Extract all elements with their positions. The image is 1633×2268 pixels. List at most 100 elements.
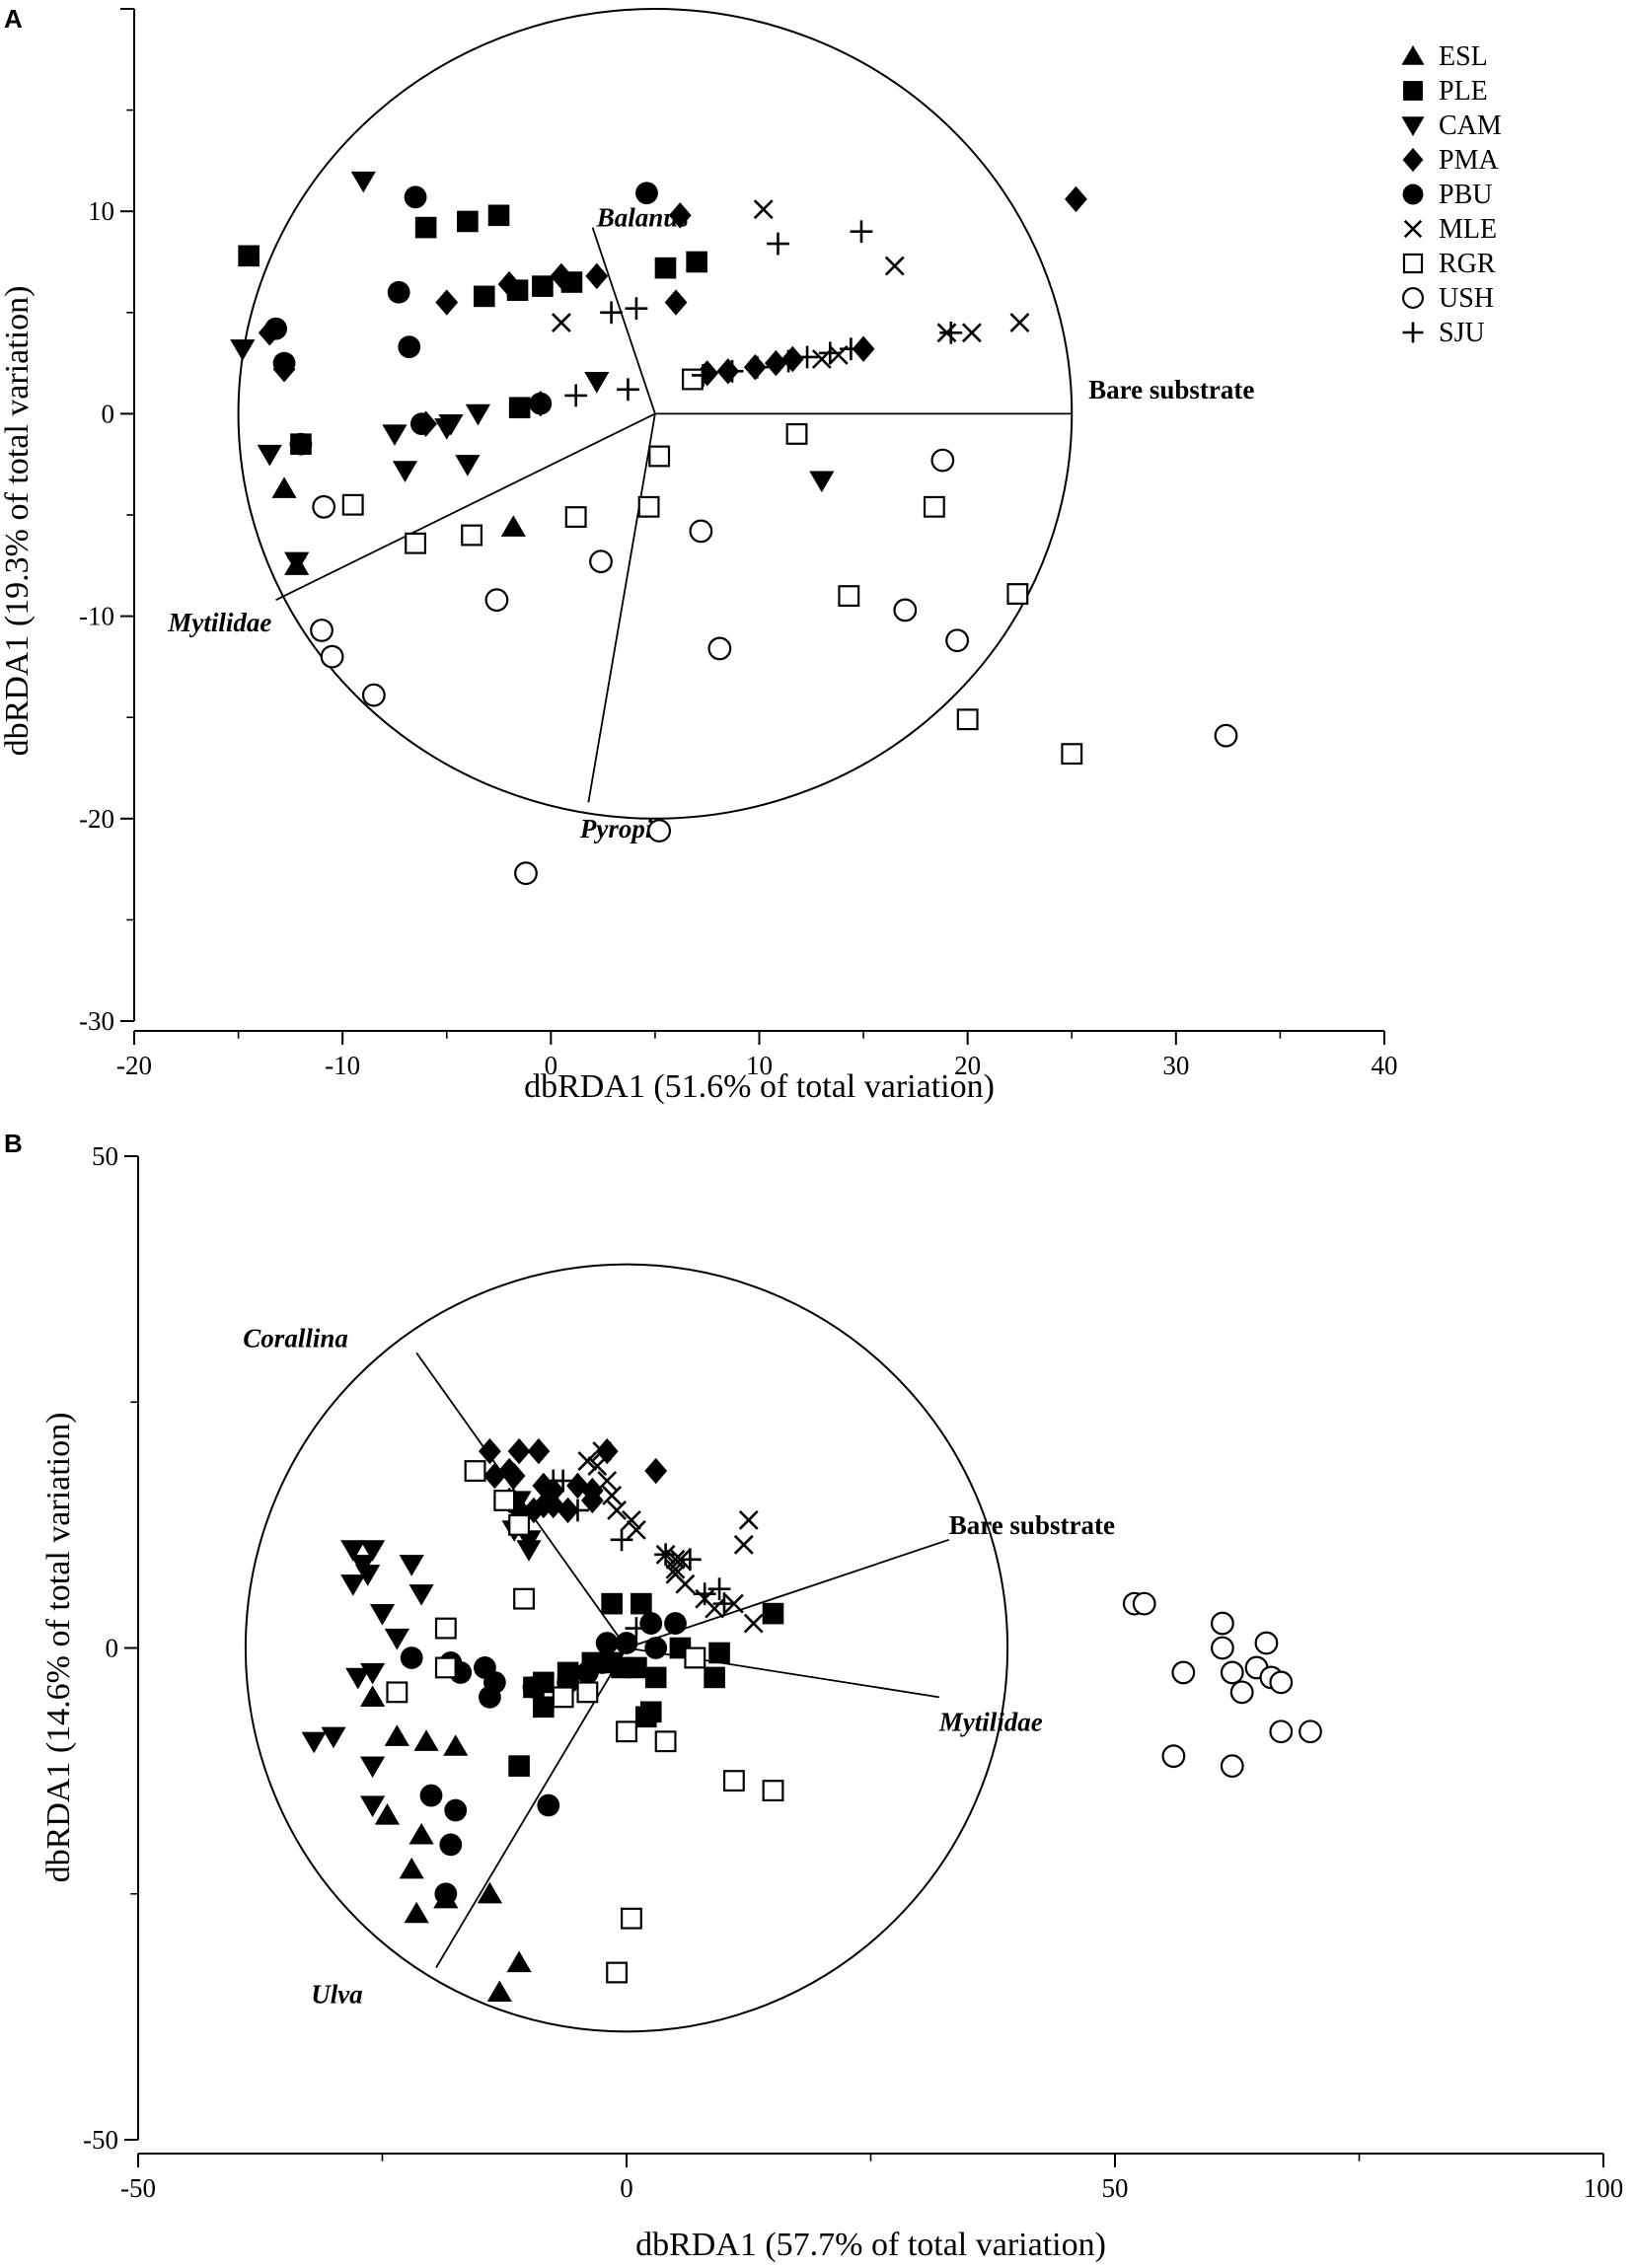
panel-b-point-cam — [301, 1731, 327, 1754]
panel-b-point-rgr — [508, 1513, 531, 1536]
panel-a-point-sju — [745, 355, 769, 379]
panel-a-y-axis-label: dbRDA1 (19.3% of total variation) — [0, 286, 36, 757]
panel-a-point-rgr — [405, 532, 427, 554]
panel-a-point-mle — [961, 323, 982, 343]
panel-a-x-tick-label: 20 — [954, 1051, 981, 1080]
panel-b-point-ush — [1220, 1754, 1244, 1779]
panel-a-point-cam — [392, 461, 418, 482]
panel-b-point-sju — [566, 1499, 589, 1522]
panel-b-point-mle — [597, 1471, 618, 1491]
panel-a-point-pma — [780, 345, 804, 373]
panel-b-point-esl — [408, 1822, 434, 1845]
legend-label-mle: MLE — [1439, 214, 1497, 245]
panel-a-vector-balanus — [591, 227, 656, 414]
panel-a-point-rgr — [681, 368, 704, 391]
legend-label-ush: USH — [1439, 283, 1494, 314]
panel-a-point-pma — [585, 262, 609, 290]
panel-b-vector-label-ulva: Ulva — [311, 1979, 362, 2009]
panel-b-point-rgr — [762, 1780, 784, 1802]
panel-b-correlation-circle — [244, 1263, 1009, 2033]
panel-b-point-cam — [340, 1540, 366, 1562]
panel-b-point-mle — [743, 1613, 764, 1634]
panel-b-y-tick-label: 0 — [106, 1634, 119, 1663]
panel-b-point-ush — [1171, 1660, 1196, 1685]
panel-a-point-sju — [939, 321, 963, 344]
panel-a-point-ple — [414, 216, 437, 239]
panel-a-series-mle — [286, 199, 1030, 576]
legend-diamond-marker — [1402, 147, 1424, 173]
panel-a-point-pma — [852, 335, 875, 362]
panel-a-point-pbu — [289, 432, 313, 456]
panel-a-point-ush — [1214, 723, 1238, 748]
panel-a-point-cam — [382, 424, 408, 446]
panel-a-x-tick-label: 40 — [1372, 1051, 1398, 1080]
panel-a-point-pma — [550, 262, 573, 290]
panel-a-point-ush — [647, 819, 672, 843]
panel-a-x-tick-label: -10 — [325, 1051, 360, 1080]
panel-a-point-sju — [692, 364, 714, 387]
panel-b-point-pma — [644, 1457, 668, 1485]
panel-a-point-rgr — [785, 422, 808, 445]
panel-a-point-sju — [600, 301, 623, 325]
panel-a-point-cam — [438, 414, 464, 436]
legend-label-esl: ESL — [1439, 41, 1488, 72]
panel-b-point-ush — [1132, 1591, 1156, 1616]
panel-b-point-sju — [654, 1543, 677, 1567]
panel-b-point-pma — [595, 1437, 619, 1465]
panel-b-x-tick-label: 100 — [1584, 2173, 1624, 2203]
panel-b-point-sju — [552, 1469, 575, 1493]
panel-b-series-sju — [542, 1469, 736, 1640]
panel-a-vector-label-mytilidae: Mytilidae — [167, 608, 271, 637]
panel-b-point-esl — [506, 1950, 532, 1973]
panel-b-point-mle — [738, 1509, 759, 1530]
panel-a-point-pma — [668, 202, 692, 229]
panel-b-point-ple — [708, 1642, 730, 1664]
panel-b-point-rgr — [616, 1720, 637, 1743]
panel-a-vector-label-bare-substrate: Bare substrate — [1088, 375, 1254, 404]
panel-b-point-rgr — [434, 1617, 457, 1640]
panel-b-point-esl — [486, 1980, 512, 2003]
panel-b-x-axis-label: dbRDA1 (57.7% of total variation) — [635, 2227, 1106, 2263]
panel-a-point-sju — [564, 384, 588, 407]
panel-b-point-mle — [587, 1456, 608, 1476]
panel-b-point-esl — [404, 1901, 429, 1924]
panel-a-point-rgr — [1061, 743, 1083, 766]
panel-a-point-ush — [514, 861, 538, 886]
legend-triangle-down-marker — [1401, 116, 1425, 136]
panel-a-point-rgr — [1006, 583, 1029, 605]
legend-label-ple: PLE — [1439, 76, 1488, 107]
panel-a-point-ple — [532, 275, 554, 297]
panel-a-series-sju — [564, 220, 963, 407]
panel-b-point-pbu — [419, 1784, 443, 1807]
panel-a-point-ple — [473, 285, 495, 308]
panel-b-point-rgr — [576, 1681, 599, 1704]
panel-b-point-cam — [369, 1604, 396, 1626]
panel-a-series-ush — [310, 448, 1238, 886]
panel-b-point-rgr — [513, 1587, 535, 1610]
panel-a-point-rgr — [341, 493, 364, 516]
legend-cross-marker — [1403, 219, 1423, 239]
panel-b-point-pbu — [439, 1833, 463, 1857]
panel-b-point-esl — [477, 1881, 502, 1904]
panel-a-point-cam — [284, 551, 310, 574]
panel-b-point-esl — [360, 1685, 386, 1707]
panel-b-point-rgr — [621, 1907, 642, 1930]
panel-b-point-cam — [408, 1584, 434, 1606]
panel-b-point-pbu — [479, 1685, 501, 1709]
panel-a-y-tick-label: -20 — [79, 804, 114, 834]
panel-a-point-pbu — [272, 351, 296, 375]
panel-b-point-ush — [1254, 1631, 1279, 1655]
panel-b-x-tick-label: -50 — [120, 2173, 156, 2203]
legend-label-pma: PMA — [1439, 145, 1499, 176]
panel-a-point-cam — [584, 371, 610, 394]
panel-b-point-cam — [345, 1667, 371, 1690]
panel-a-point-sju — [617, 378, 639, 402]
panel-a-point-cam — [455, 455, 481, 476]
panel-a-point-cam — [257, 444, 282, 467]
panel-b-point-pbu — [444, 1798, 468, 1822]
panel-a-point-sju — [795, 345, 819, 369]
panel-b-point-rgr — [386, 1681, 408, 1704]
